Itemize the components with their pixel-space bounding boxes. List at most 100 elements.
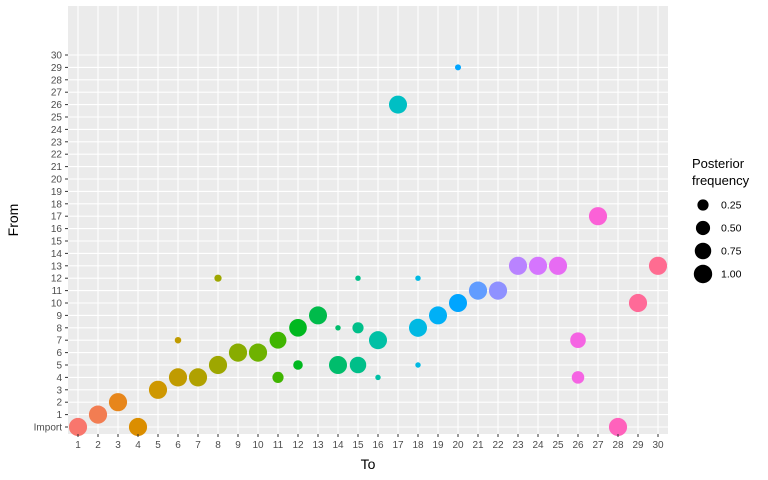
point-to-13-from-9	[308, 306, 328, 325]
legend-label-0.50: 0.50	[721, 223, 742, 235]
point-to-25-from-13	[548, 256, 568, 275]
point-to-4-from-import	[128, 417, 148, 437]
y-tick-label-Import: Import	[34, 423, 63, 434]
x-tick-label-15: 15	[352, 440, 364, 451]
x-tick-label-8: 8	[215, 440, 221, 451]
y-tick-label-30: 30	[51, 51, 63, 62]
y-tick-label-21: 21	[51, 162, 63, 173]
y-tick-label-13: 13	[51, 261, 63, 272]
y-tick-label-10: 10	[51, 299, 63, 310]
size-legend: Posterior frequency 0.25 0.50 0.75 1.00	[692, 156, 750, 284]
legend-title-line-1: Posterior	[692, 156, 745, 171]
point-to-30-from-13	[648, 256, 668, 275]
point-to-28-from-import	[608, 417, 628, 437]
x-tick-label-6: 6	[175, 440, 181, 451]
y-tick-label-11: 11	[52, 286, 63, 297]
legend-key-1.00	[693, 264, 713, 284]
y-tick-label-24: 24	[51, 125, 63, 136]
y-axis-title: From	[5, 204, 21, 237]
point-to-12-from-8	[289, 318, 307, 337]
point-to-6-from-7	[174, 336, 182, 344]
y-tick-label-18: 18	[51, 199, 63, 210]
x-tick-label-28: 28	[612, 440, 624, 451]
legend-label-0.25: 0.25	[721, 200, 742, 212]
y-tick-label-9: 9	[56, 311, 62, 322]
point-to-8-from-12	[214, 274, 222, 282]
x-tick-label-30: 30	[652, 440, 664, 451]
legend-key-0.75	[694, 242, 712, 260]
x-tick-label-17: 17	[392, 440, 404, 451]
panel-background	[68, 6, 668, 434]
y-tick-label-14: 14	[51, 249, 63, 260]
x-tick-label-20: 20	[452, 440, 464, 451]
x-tick-label-11: 11	[273, 440, 284, 451]
legend-key-0.25	[697, 199, 709, 211]
y-tick-label-29: 29	[51, 63, 63, 74]
x-tick-label-2: 2	[95, 440, 101, 451]
y-tick-label-8: 8	[56, 323, 62, 334]
point-to-11-from-4	[272, 371, 284, 383]
point-to-9-from-6	[228, 343, 248, 362]
point-to-26-from-7	[570, 332, 586, 349]
point-to-19-from-9	[428, 306, 448, 325]
grid	[68, 6, 668, 434]
y-tick-label-26: 26	[51, 100, 63, 111]
x-tick-label-4: 4	[135, 440, 141, 451]
point-to-15-from-8	[352, 322, 364, 334]
y-tick-label-19: 19	[51, 187, 63, 198]
point-to-18-from-8	[408, 318, 428, 337]
point-to-27-from-17	[588, 207, 608, 226]
data-points	[68, 64, 668, 437]
point-to-14-from-8	[335, 325, 341, 331]
point-to-20-from-10	[448, 293, 468, 313]
x-tick-label-9: 9	[235, 440, 241, 451]
y-tick-label-20: 20	[51, 175, 63, 186]
point-to-22-from-11	[488, 281, 508, 300]
x-tick-label-14: 14	[332, 440, 344, 451]
x-tick-label-3: 3	[115, 440, 121, 451]
legend-label-1.00: 1.00	[721, 269, 742, 281]
point-to-3-from-2	[108, 393, 128, 412]
x-tick-label-10: 10	[252, 440, 264, 451]
x-tick-label-16: 16	[372, 440, 384, 451]
y-tick-label-4: 4	[56, 373, 62, 384]
y-tick-label-3: 3	[56, 385, 62, 396]
point-to-21-from-11	[468, 281, 488, 300]
point-to-7-from-4	[188, 368, 208, 387]
y-tick-label-6: 6	[56, 348, 62, 359]
point-to-10-from-6	[248, 343, 268, 362]
x-tick-label-26: 26	[572, 440, 584, 451]
x-tick-label-5: 5	[155, 440, 161, 451]
point-to-12-from-5	[293, 360, 303, 370]
y-tick-label-5: 5	[56, 361, 62, 372]
point-to-23-from-13	[508, 256, 528, 275]
x-tick-label-25: 25	[552, 440, 564, 451]
point-to-29-from-10	[628, 293, 648, 313]
x-tick-label-27: 27	[592, 440, 604, 451]
x-tick-label-13: 13	[312, 440, 324, 451]
point-to-14-from-5	[328, 355, 348, 375]
legend-label-0.75: 0.75	[721, 246, 742, 258]
point-to-16-from-4	[375, 374, 381, 381]
y-axis: Import1234567891011121314151617181920212…	[34, 51, 68, 434]
point-to-1-from-import	[68, 417, 88, 437]
y-tick-label-2: 2	[56, 398, 62, 409]
point-to-24-from-13	[528, 256, 548, 275]
y-tick-label-22: 22	[51, 150, 63, 161]
x-tick-label-18: 18	[412, 440, 424, 451]
x-tick-label-29: 29	[632, 440, 644, 451]
point-to-16-from-7	[368, 331, 388, 350]
y-tick-label-1: 1	[56, 410, 62, 421]
point-to-15-from-5	[349, 356, 367, 374]
y-tick-label-27: 27	[51, 88, 63, 99]
y-tick-label-25: 25	[51, 113, 63, 124]
x-axis-title: To	[361, 456, 376, 472]
x-tick-label-22: 22	[492, 440, 504, 451]
x-tick-label-12: 12	[292, 440, 304, 451]
x-axis: 1 2 3 4 5 6 7 8 9 10 11 12 13 14 15 16 17 18 19 20 21 22 23 24 2…	[75, 434, 664, 451]
y-tick-label-17: 17	[51, 212, 63, 223]
point-to-6-from-4	[168, 368, 188, 387]
y-tick-label-28: 28	[51, 75, 63, 86]
point-to-5-from-3	[148, 380, 168, 399]
